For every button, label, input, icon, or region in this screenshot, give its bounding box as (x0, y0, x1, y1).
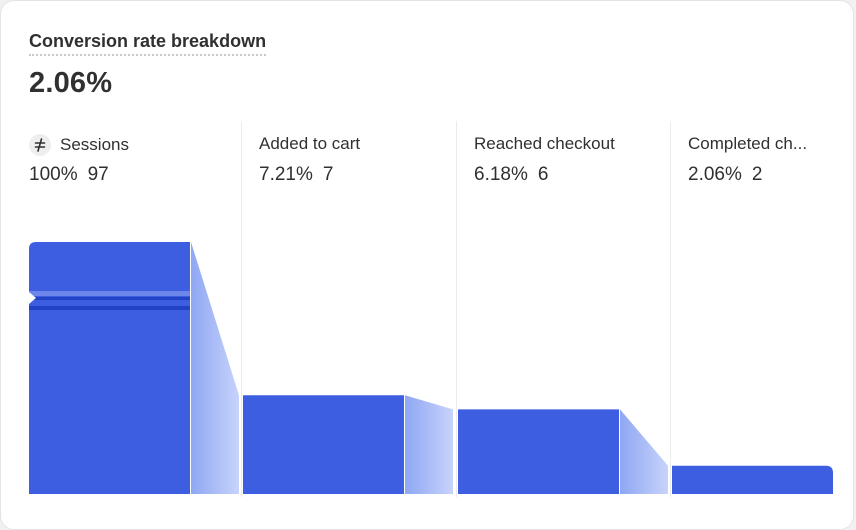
stage-column-sessions: Sessions 100% 97 (29, 121, 243, 497)
stage-label-sessions: Sessions (60, 135, 129, 154)
stage-count: 7 (322, 164, 334, 185)
stage-count: 97 (87, 164, 109, 185)
conversion-rate-value: 2.06% (29, 67, 113, 99)
funnel-chart (29, 242, 833, 494)
funnel-connector (405, 395, 453, 494)
funnel-bar (243, 395, 404, 494)
stage-count: 6 (537, 164, 549, 185)
stage-percent: 2.06% (688, 164, 742, 185)
stage-column-reached-checkout: Reached checkout 6.18% 6 (456, 121, 671, 497)
stage-count: 2 (751, 164, 763, 185)
funnel-connector (620, 409, 668, 494)
stage-percent: 7.21% (259, 164, 313, 185)
stage-stats-sessions: 100% 97 (29, 164, 109, 186)
sessions-icon (29, 134, 51, 156)
stage-label-added-to-cart: Added to cart (259, 134, 361, 153)
funnel-bar (672, 465, 833, 494)
stage-percent: 6.18% (474, 164, 528, 185)
axis-break-band (29, 291, 190, 296)
card-title[interactable]: Conversion rate breakdown (29, 30, 267, 56)
stage-column-added-to-cart: Added to cart 7.21% 7 (241, 121, 456, 497)
axis-break-line (29, 297, 190, 300)
stage-stats-completed-checkout: 2.06% 2 (688, 164, 762, 186)
stage-stats-added-to-cart: 7.21% 7 (259, 164, 333, 186)
stage-stats-reached-checkout: 6.18% 6 (474, 164, 548, 186)
funnel-connector (191, 242, 239, 494)
stage-column-completed-checkout: Completed ch... 2.06% 2 (670, 121, 853, 497)
funnel-bar (29, 242, 190, 494)
axis-break-line (29, 306, 190, 310)
stage-label-completed-checkout: Completed ch... (688, 134, 808, 153)
axis-break-notch (29, 292, 36, 304)
funnel-bar (458, 409, 619, 494)
stage-percent: 100% (29, 164, 78, 185)
stage-label-reached-checkout: Reached checkout (474, 134, 615, 153)
